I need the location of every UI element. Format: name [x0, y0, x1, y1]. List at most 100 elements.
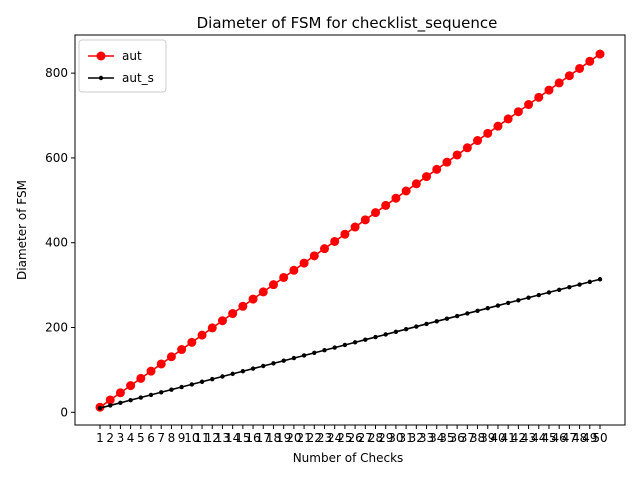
y-tick-label: 800	[45, 66, 68, 80]
x-tick-label: 22	[307, 431, 322, 445]
x-tick-label: 6	[147, 431, 155, 445]
data-point-aut	[473, 136, 483, 146]
data-point-aut-s	[556, 287, 562, 292]
data-point-aut-s	[291, 355, 297, 361]
data-point-aut	[411, 179, 421, 189]
data-point-aut	[524, 100, 534, 110]
legend: aut aut_s	[78, 39, 167, 93]
data-point-aut	[554, 78, 564, 88]
data-point-aut-s	[261, 363, 266, 369]
x-tick-label: 47	[562, 431, 577, 445]
data-point-aut	[575, 63, 585, 73]
x-axis-ticks: 1 2 3 4 5 6 7 8 91011121314151617181920212223242…	[96, 425, 608, 445]
data-point-aut	[238, 301, 248, 311]
data-point-aut-s	[230, 371, 235, 377]
data-point-aut-s	[240, 369, 246, 374]
data-point-aut-s	[138, 395, 144, 400]
data-point-aut	[595, 49, 605, 59]
data-point-aut-s	[597, 277, 603, 282]
x-tick-label: 16	[245, 431, 260, 445]
data-point-aut	[483, 128, 493, 138]
x-tick-label: 4	[127, 431, 135, 445]
x-tick-label: 27	[358, 431, 373, 445]
x-tick-label: 46	[552, 431, 567, 445]
data-point-aut-s	[301, 353, 307, 358]
x-tick-label: 45	[541, 431, 556, 445]
chart-title: Diameter of FSM for checklist_sequence	[197, 14, 498, 33]
x-tick-label: 44	[531, 431, 546, 445]
data-point-aut-s	[342, 342, 348, 348]
data-point-aut	[544, 85, 554, 95]
x-tick-label: 48	[572, 431, 587, 445]
data-point-aut	[289, 265, 299, 275]
data-point-aut-s	[577, 282, 582, 287]
data-point-aut-s	[495, 303, 501, 308]
data-point-aut-s	[189, 382, 195, 387]
data-point-aut	[279, 272, 289, 282]
data-point-aut	[330, 236, 340, 246]
data-point-aut	[340, 229, 350, 239]
data-point-aut-s	[414, 324, 419, 329]
data-point-aut-s	[169, 387, 174, 392]
x-tick-label: 28	[368, 431, 383, 445]
data-point-aut	[166, 352, 176, 362]
x-tick-label: 31	[398, 431, 413, 445]
x-tick-label: 5	[137, 431, 145, 445]
x-tick-label: 20	[286, 431, 301, 445]
x-tick-label: 15	[235, 431, 250, 445]
data-point-aut	[534, 92, 544, 102]
x-tick-label: 43	[521, 431, 536, 445]
data-point-aut-s	[352, 340, 358, 345]
data-point-aut-s	[97, 405, 103, 411]
x-tick-label: 35	[439, 431, 454, 445]
y-axis-label: Diameter of FSM	[15, 180, 29, 280]
data-point-aut-s	[332, 345, 337, 350]
y-tick-label: 400	[45, 236, 68, 250]
data-point-aut	[360, 215, 370, 225]
data-point-aut	[319, 244, 329, 254]
x-tick-label: 37	[460, 431, 475, 445]
data-point-aut	[146, 366, 156, 376]
data-point-aut-s	[475, 308, 480, 313]
data-point-aut	[156, 359, 166, 369]
data-point-aut	[217, 316, 227, 326]
data-point-aut	[371, 208, 381, 218]
data-point-aut-s	[179, 384, 184, 390]
x-axis-label: Number of Checks	[293, 451, 404, 465]
data-point-aut-s	[373, 334, 378, 340]
x-tick-label: 3	[117, 431, 125, 445]
data-point-aut	[585, 56, 595, 66]
data-point-aut	[187, 337, 197, 347]
x-tick-label: 2	[106, 431, 114, 445]
x-tick-label: 14	[225, 431, 240, 445]
data-point-aut	[493, 121, 503, 131]
x-tick-label: 18	[266, 431, 281, 445]
legend-marker-aut	[96, 51, 106, 61]
data-point-aut-s	[363, 337, 368, 342]
data-point-aut-s	[505, 300, 511, 306]
x-tick-label: 17	[256, 431, 271, 445]
legend-label-aut: aut	[122, 49, 142, 63]
x-tick-label: 11	[194, 431, 209, 445]
data-point-aut	[299, 258, 309, 268]
x-tick-label: 21	[296, 431, 311, 445]
data-point-aut	[503, 114, 513, 124]
data-point-aut-s	[312, 350, 317, 356]
x-tick-label: 29	[378, 431, 393, 445]
series-layer	[95, 49, 605, 412]
data-point-aut-s	[424, 321, 429, 327]
data-point-aut-s	[526, 295, 531, 300]
data-point-aut-s	[322, 348, 327, 353]
data-point-aut-s	[128, 397, 133, 403]
x-tick-label: 10	[184, 431, 199, 445]
legend-label-aut-s: aut_s	[122, 71, 154, 85]
data-point-aut	[115, 388, 125, 398]
data-point-aut-s	[199, 379, 205, 384]
data-point-aut-s	[454, 313, 460, 319]
data-point-aut-s	[271, 361, 276, 366]
data-point-aut-s	[220, 374, 225, 379]
y-tick-label: 0	[60, 405, 68, 419]
x-tick-label: 13	[215, 431, 230, 445]
data-point-aut	[248, 294, 258, 304]
x-tick-label: 26	[347, 431, 362, 445]
